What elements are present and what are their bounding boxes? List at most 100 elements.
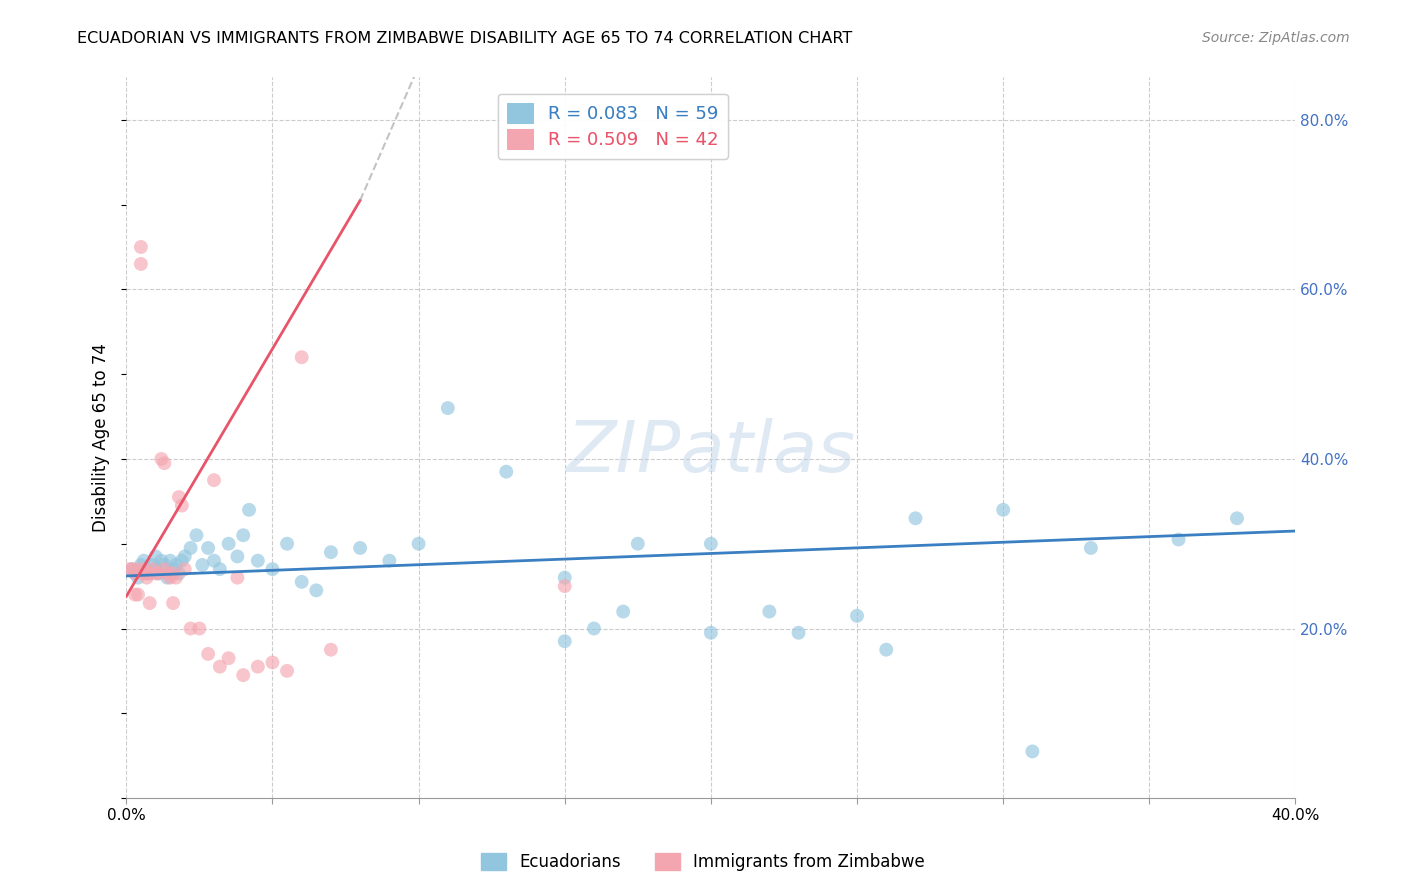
Point bbox=[554, 634, 576, 648]
Point bbox=[138, 566, 160, 581]
Point bbox=[319, 545, 342, 559]
Point bbox=[162, 596, 184, 610]
Point bbox=[132, 554, 155, 568]
Legend: Ecuadorians, Immigrants from Zimbabwe: Ecuadorians, Immigrants from Zimbabwe bbox=[472, 845, 934, 880]
Point bbox=[135, 566, 157, 581]
Point bbox=[1167, 533, 1189, 547]
Point bbox=[246, 659, 269, 673]
Point bbox=[162, 562, 184, 576]
Point bbox=[437, 401, 460, 415]
Point bbox=[167, 566, 190, 581]
Point bbox=[159, 571, 181, 585]
Point bbox=[208, 659, 231, 673]
Point bbox=[170, 499, 193, 513]
Point bbox=[408, 537, 430, 551]
Point bbox=[129, 257, 152, 271]
Point bbox=[319, 642, 342, 657]
Point bbox=[202, 554, 225, 568]
Point bbox=[846, 608, 869, 623]
Point bbox=[173, 562, 195, 576]
Point bbox=[276, 537, 298, 551]
Point bbox=[153, 562, 176, 576]
Point bbox=[165, 558, 187, 572]
Point bbox=[700, 537, 723, 551]
Point bbox=[191, 558, 214, 572]
Point bbox=[226, 571, 249, 585]
Point bbox=[188, 622, 211, 636]
Point bbox=[349, 541, 371, 555]
Point bbox=[875, 642, 897, 657]
Point bbox=[132, 566, 155, 581]
Legend: R = 0.083   N = 59, R = 0.509   N = 42: R = 0.083 N = 59, R = 0.509 N = 42 bbox=[498, 94, 728, 159]
Point bbox=[612, 605, 634, 619]
Point bbox=[554, 579, 576, 593]
Point bbox=[159, 554, 181, 568]
Point bbox=[305, 583, 328, 598]
Point bbox=[180, 541, 202, 555]
Point bbox=[904, 511, 927, 525]
Point bbox=[127, 571, 149, 585]
Point bbox=[145, 549, 167, 564]
Point bbox=[197, 541, 219, 555]
Point bbox=[202, 473, 225, 487]
Y-axis label: Disability Age 65 to 74: Disability Age 65 to 74 bbox=[93, 343, 110, 533]
Point bbox=[218, 537, 240, 551]
Point bbox=[129, 558, 152, 572]
Text: Source: ZipAtlas.com: Source: ZipAtlas.com bbox=[1202, 31, 1350, 45]
Point bbox=[150, 554, 173, 568]
Point bbox=[226, 549, 249, 564]
Point bbox=[787, 625, 810, 640]
Point bbox=[991, 503, 1014, 517]
Point bbox=[135, 571, 157, 585]
Point bbox=[127, 588, 149, 602]
Point bbox=[124, 588, 146, 602]
Point bbox=[186, 528, 208, 542]
Text: ECUADORIAN VS IMMIGRANTS FROM ZIMBABWE DISABILITY AGE 65 TO 74 CORRELATION CHART: ECUADORIAN VS IMMIGRANTS FROM ZIMBABWE D… bbox=[77, 31, 852, 46]
Point bbox=[145, 562, 167, 576]
Point bbox=[129, 240, 152, 254]
Point bbox=[1080, 541, 1102, 555]
Point bbox=[124, 566, 146, 581]
Point bbox=[218, 651, 240, 665]
Point bbox=[142, 558, 165, 572]
Point bbox=[180, 622, 202, 636]
Point bbox=[124, 566, 146, 581]
Point bbox=[554, 571, 576, 585]
Point bbox=[232, 668, 254, 682]
Point bbox=[262, 656, 284, 670]
Point bbox=[208, 562, 231, 576]
Point bbox=[121, 562, 143, 576]
Point bbox=[758, 605, 780, 619]
Point bbox=[156, 566, 179, 581]
Point bbox=[700, 625, 723, 640]
Point bbox=[1021, 744, 1043, 758]
Point bbox=[1226, 511, 1249, 525]
Point bbox=[197, 647, 219, 661]
Point bbox=[127, 562, 149, 576]
Point bbox=[153, 456, 176, 470]
Point bbox=[167, 490, 190, 504]
Point bbox=[162, 566, 184, 581]
Point bbox=[276, 664, 298, 678]
Point bbox=[627, 537, 650, 551]
Text: ZIPatlas: ZIPatlas bbox=[567, 417, 855, 487]
Point bbox=[121, 562, 143, 576]
Point bbox=[142, 562, 165, 576]
Point bbox=[291, 574, 314, 589]
Point bbox=[135, 562, 157, 576]
Point bbox=[582, 622, 605, 636]
Point bbox=[148, 566, 170, 581]
Point bbox=[173, 549, 195, 564]
Point bbox=[138, 596, 160, 610]
Point bbox=[232, 528, 254, 542]
Point bbox=[165, 571, 187, 585]
Point bbox=[145, 566, 167, 581]
Point bbox=[148, 566, 170, 581]
Point bbox=[138, 566, 160, 581]
Point bbox=[246, 554, 269, 568]
Point bbox=[156, 571, 179, 585]
Point bbox=[135, 566, 157, 581]
Point bbox=[262, 562, 284, 576]
Point bbox=[132, 562, 155, 576]
Point bbox=[291, 350, 314, 364]
